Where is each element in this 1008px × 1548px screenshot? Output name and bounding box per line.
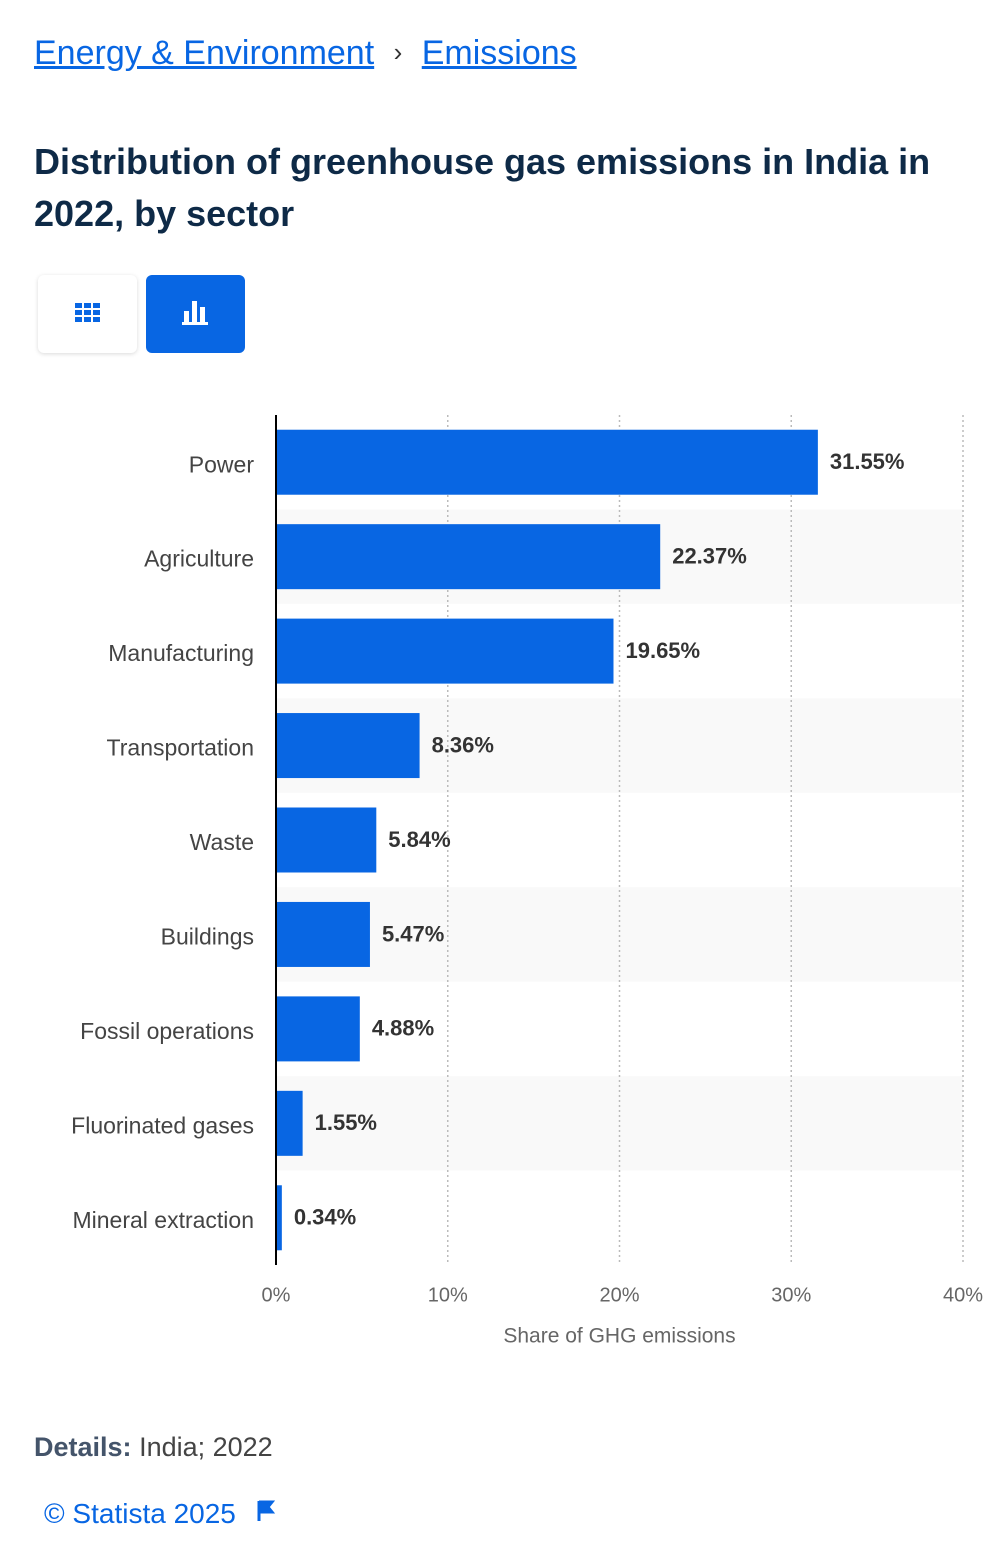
value-label: 22.37% (672, 543, 747, 568)
value-label: 31.55% (830, 449, 905, 474)
y-tick-label: Power (189, 451, 255, 477)
y-tick-label: Transportation (107, 735, 254, 761)
grid-icon (75, 303, 100, 322)
breadcrumb-link[interactable]: Emissions (421, 34, 577, 72)
flag-icon (257, 1500, 275, 1521)
x-tick-label: 0% (262, 1284, 291, 1306)
details-label: Details: (34, 1432, 132, 1462)
bar (276, 524, 661, 590)
x-tick-label: 20% (599, 1284, 639, 1306)
breadcrumb-link[interactable]: Energy & Environment (34, 34, 375, 72)
bar (276, 618, 614, 684)
value-label: 1.55% (315, 1110, 377, 1135)
breadcrumb: Energy & Environment › Emissions (34, 34, 577, 73)
breadcrumb-separator: › (393, 37, 403, 67)
bar (276, 996, 360, 1062)
bar (276, 1185, 282, 1251)
value-label: 0.34% (294, 1205, 356, 1230)
chart: 0% 10% 20% 30% 40% Share of GHG emissions Powe… (71, 415, 983, 1348)
y-tick-label: Waste (190, 829, 254, 855)
details-text: India; 2022 (139, 1432, 273, 1462)
bar (276, 807, 377, 873)
y-tick-label: Mineral extraction (72, 1207, 254, 1233)
y-tick-label: Agriculture (144, 546, 254, 572)
bar (276, 901, 370, 967)
y-tick-label: Buildings (161, 924, 254, 950)
value-label: 4.88% (372, 1016, 434, 1041)
bar-icon (182, 301, 208, 325)
value-label: 19.65% (625, 638, 700, 663)
value-label: 5.84% (388, 827, 450, 852)
y-tick-label: Fluorinated gases (71, 1112, 254, 1138)
y-tick-label: Fossil operations (80, 1018, 254, 1044)
x-tick-label: 30% (771, 1284, 811, 1306)
y-tick-label: Manufacturing (108, 640, 254, 666)
x-tick-label: 40% (943, 1284, 983, 1306)
bar (276, 713, 420, 779)
value-label: 5.47% (382, 921, 444, 946)
value-label: 8.36% (432, 732, 494, 757)
chart-view-button[interactable] (146, 275, 245, 353)
bar (276, 1090, 303, 1156)
table-view-button[interactable] (38, 275, 137, 353)
details: Details: India; 2022 (34, 1432, 273, 1463)
x-axis-label: Share of GHG emissions (503, 1325, 735, 1348)
bar (276, 429, 818, 495)
x-tick-label: 10% (428, 1284, 468, 1306)
chart-title: Distribution of greenhouse gas emissions… (34, 141, 931, 234)
copyright-text[interactable]: © Statista 2025 (44, 1498, 236, 1529)
copyright[interactable]: © Statista 2025 (44, 1498, 276, 1530)
